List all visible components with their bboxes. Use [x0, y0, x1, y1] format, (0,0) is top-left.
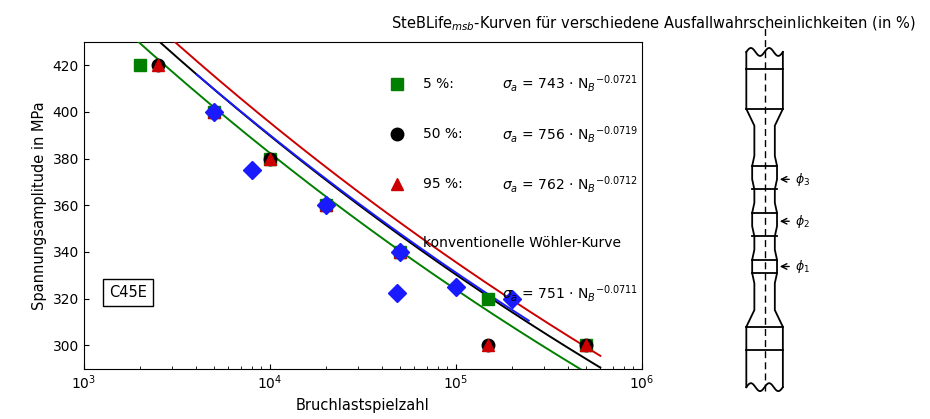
- Text: $\sigma_a$ = 762 $\cdot$ N$_B$$^{-0.0712}$: $\sigma_a$ = 762 $\cdot$ N$_B$$^{-0.0712…: [502, 174, 638, 195]
- X-axis label: Bruchlastspielzahl: Bruchlastspielzahl: [296, 398, 430, 413]
- Text: SteBLife$_{msb}$-Kurven für verschiedene Ausfallwahrscheinlichkeiten (in %): SteBLife$_{msb}$-Kurven für verschiedene…: [391, 15, 915, 33]
- Text: C45E: C45E: [109, 285, 147, 300]
- Text: $\sigma_a$ = 751 $\cdot$ N$_B$$^{-0.0711}$: $\sigma_a$ = 751 $\cdot$ N$_B$$^{-0.0711…: [502, 283, 638, 304]
- Text: 50 %:: 50 %:: [423, 127, 463, 141]
- Text: $\phi_2$: $\phi_2$: [794, 213, 809, 230]
- Text: $\phi_1$: $\phi_1$: [794, 258, 809, 275]
- Text: $\sigma_a$ = 743 $\cdot$ N$_B$$^{-0.0721}$: $\sigma_a$ = 743 $\cdot$ N$_B$$^{-0.0721…: [502, 73, 638, 94]
- Text: 5 %:: 5 %:: [423, 77, 454, 91]
- Text: $\phi_3$: $\phi_3$: [794, 171, 810, 188]
- Text: konventionelle Wöhler-Kurve: konventionelle Wöhler-Kurve: [423, 236, 621, 250]
- Y-axis label: Spannungsamplitude in MPa: Spannungsamplitude in MPa: [32, 101, 46, 310]
- Text: 95 %:: 95 %:: [423, 177, 463, 191]
- Text: $\sigma_a$ = 756 $\cdot$ N$_B$$^{-0.0719}$: $\sigma_a$ = 756 $\cdot$ N$_B$$^{-0.0719…: [502, 124, 639, 145]
